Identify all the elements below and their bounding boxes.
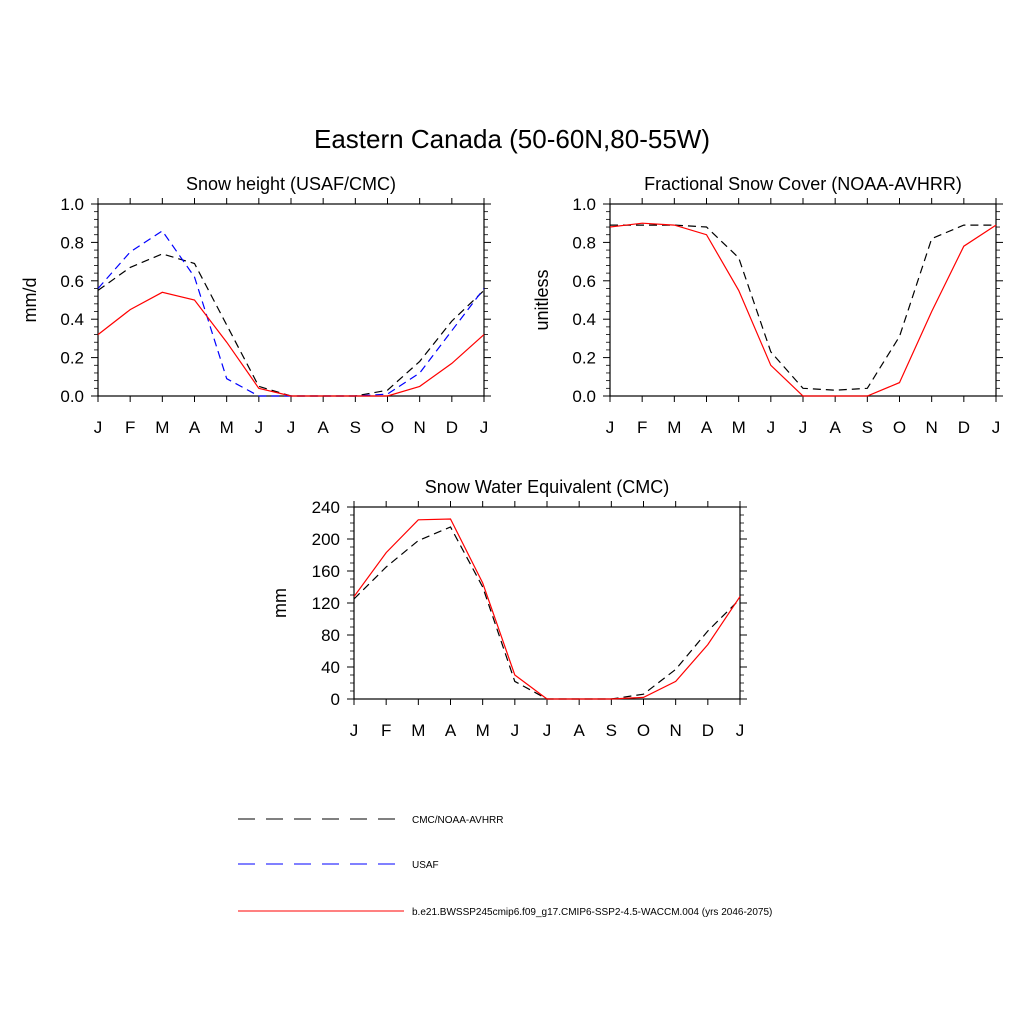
y-tick-label: 0.4: [572, 310, 596, 329]
y-tick-label: 0.2: [60, 349, 84, 368]
y-tick-label: 80: [321, 626, 340, 645]
snow-height-panel: Snow height (USAF/CMC) mm/d 0.0 0.2 0.4 0.6 0.…: [20, 174, 491, 437]
legend: CMC/NOAA-AVHRR USAF b.e21.BWSSP245cmip6.f0…: [238, 815, 772, 918]
x-tick-label: O: [381, 418, 394, 437]
series-line: [353, 518, 741, 700]
x-tick-label: N: [926, 418, 938, 437]
y-tick-label: 0.0: [60, 387, 84, 406]
x-tick-label: A: [317, 418, 329, 437]
y-tick-label: 1.0: [60, 195, 84, 214]
y-tick-label: 120: [312, 594, 340, 613]
x-tick-label: J: [255, 418, 264, 437]
x-tick-label: A: [701, 418, 713, 437]
series-line: [97, 230, 485, 397]
y-axis-label: unitless: [532, 269, 552, 330]
y-tick-label: 200: [312, 530, 340, 549]
y-axis-label: mm: [270, 588, 290, 618]
main-title: Eastern Canada (50-60N,80-55W): [314, 124, 710, 154]
x-tick-label: F: [381, 721, 391, 740]
x-tick-label: M: [476, 721, 490, 740]
y-tick-label: 1.0: [572, 195, 596, 214]
panel-title: Snow Water Equivalent (CMC): [425, 477, 669, 497]
x-tick-label: A: [573, 721, 585, 740]
x-tick-label: M: [667, 418, 681, 437]
y-axis-label: mm/d: [20, 278, 40, 323]
x-tick-label: M: [732, 418, 746, 437]
legend-label: CMC/NOAA-AVHRR: [412, 815, 503, 826]
plot-frame: [609, 203, 997, 397]
y-tick-label: 0.6: [572, 272, 596, 291]
x-tick-label: D: [702, 721, 714, 740]
x-tick-label: J: [511, 721, 520, 740]
x-tick-label: O: [893, 418, 906, 437]
x-tick-label: S: [862, 418, 873, 437]
x-tick-label: F: [125, 418, 135, 437]
x-tick-label: S: [350, 418, 361, 437]
y-tick-label: 0.6: [60, 272, 84, 291]
x-tick-label: M: [220, 418, 234, 437]
series-line: [97, 291, 485, 397]
x-tick-label: N: [414, 418, 426, 437]
series-line: [97, 253, 485, 397]
x-tick-label: J: [767, 418, 776, 437]
x-tick-label: A: [189, 418, 201, 437]
x-tick-label: N: [670, 721, 682, 740]
y-tick-label: 0.4: [60, 310, 84, 329]
legend-label: USAF: [412, 860, 439, 871]
y-tick-label: 40: [321, 658, 340, 677]
y-tick-label: 0.8: [60, 233, 84, 252]
series-line: [609, 222, 997, 397]
x-tick-label: M: [155, 418, 169, 437]
y-tick-label: 0: [331, 690, 340, 709]
legend-label: b.e21.BWSSP245cmip6.f09_g17.CMIP6-SSP2-4…: [412, 907, 772, 918]
series-line: [610, 224, 996, 391]
plot-frame: [97, 203, 485, 397]
x-tick-label: M: [411, 721, 425, 740]
swe-panel: Snow Water Equivalent (CMC) mm 0 40 80 120 160…: [270, 477, 747, 740]
y-tick-label: 0.0: [572, 387, 596, 406]
x-tick-label: D: [958, 418, 970, 437]
panel-title: Snow height (USAF/CMC): [186, 174, 396, 194]
x-tick-label: J: [287, 418, 296, 437]
panel-title: Fractional Snow Cover (NOAA-AVHRR): [644, 174, 962, 194]
x-tick-label: D: [446, 418, 458, 437]
x-tick-label: A: [829, 418, 841, 437]
x-tick-label: F: [637, 418, 647, 437]
x-tick-label: J: [350, 721, 359, 740]
x-tick-label: J: [543, 721, 552, 740]
y-tick-label: 240: [312, 498, 340, 517]
x-tick-label: A: [445, 721, 457, 740]
snow-cover-panel: Fractional Snow Cover (NOAA-AVHRR) unitle…: [532, 174, 1003, 437]
x-tick-label: J: [480, 418, 489, 437]
x-tick-label: S: [606, 721, 617, 740]
x-tick-label: J: [799, 418, 808, 437]
y-tick-label: 160: [312, 562, 340, 581]
x-tick-label: J: [94, 418, 103, 437]
x-tick-label: O: [637, 721, 650, 740]
x-tick-label: J: [992, 418, 1001, 437]
plot-frame: [353, 506, 741, 700]
y-tick-label: 0.2: [572, 349, 596, 368]
y-tick-label: 0.8: [572, 233, 596, 252]
x-tick-label: J: [736, 721, 745, 740]
x-tick-label: J: [606, 418, 615, 437]
